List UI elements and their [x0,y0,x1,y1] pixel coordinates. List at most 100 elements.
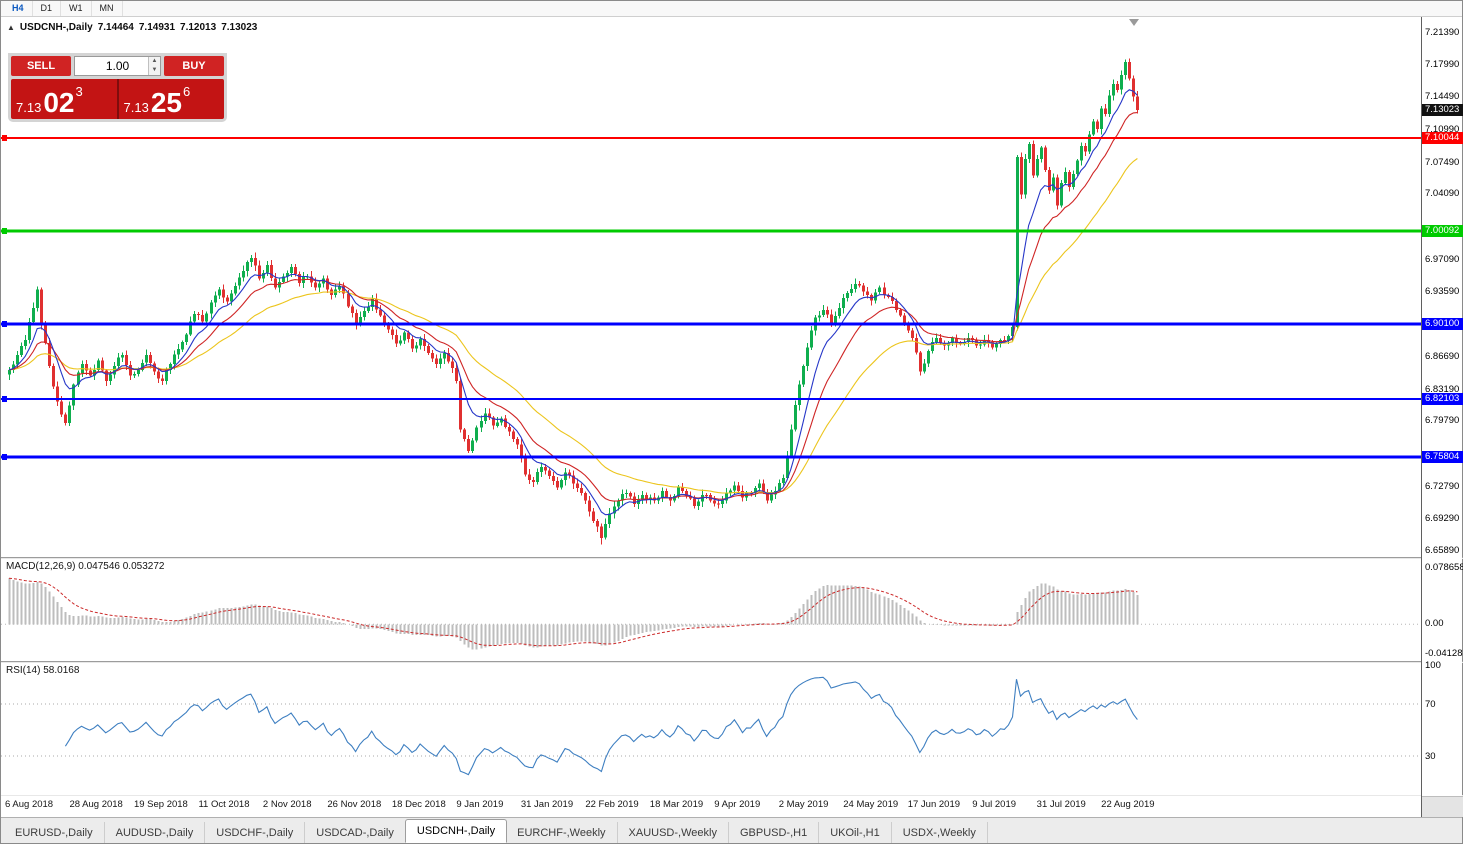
line-anchor-icon[interactable] [2,321,7,327]
timeframe-button-d1[interactable]: D1 [33,1,62,16]
price-axis-tick: 6.83190 [1425,383,1460,395]
chart-tab-gbpusd-h1[interactable]: GBPUSD-,H1 [729,822,820,843]
price-line-label-7.00092: 7.00092 [1422,224,1463,237]
x-axis-date-label: 31 Jan 2019 [520,799,574,810]
x-axis-date-label: 9 Jan 2019 [456,799,504,810]
x-axis-date-label: 31 Jul 2019 [1036,799,1086,810]
price-axis-tick: 7.10990 [1425,124,1460,136]
rsi-canvas[interactable] [1,663,1422,795]
price-axis-tick: 6.86690 [1425,350,1460,362]
chart-tab-usdx-weekly[interactable]: USDX-,Weekly [892,822,988,843]
sell-price-prefix: 7.13 [16,100,42,116]
price-line-label-7.10044: 7.10044 [1422,131,1463,144]
buy-price-pip-digit: 6 [182,84,191,99]
ohlc-close: 7.13023 [221,22,258,33]
volume-value: 1.00 [105,59,130,73]
price-chart-canvas[interactable] [1,17,1422,557]
ohlc-open: 7.14464 [97,22,134,33]
current-price-label: 7.13023 [1422,104,1463,117]
volume-up-icon[interactable]: ▲ [149,57,160,66]
volume-spinner: ▲ ▼ [148,57,160,75]
sell-button[interactable]: SELL [11,56,71,76]
price-line-label-6.75804: 6.75804 [1422,451,1463,464]
x-axis-date-label: 28 Aug 2018 [69,799,123,810]
chart-tab-bar: EURUSD-,Daily AUDUSD-,Daily USDCHF-,Daily U… [1,817,1462,843]
chart-tab-audusd-daily[interactable]: AUDUSD-,Daily [105,822,206,843]
macd-indicator-pane[interactable]: MACD(12,26,9) 0.047546 0.053272 [1,559,1422,661]
rsi-axis-value: 70 [1425,699,1436,710]
scrollbar-corner[interactable] [1422,796,1463,817]
timeframe-button-mn[interactable]: MN [92,1,123,16]
ohlc-low: 7.12013 [180,22,217,33]
volume-down-icon[interactable]: ▼ [149,66,160,75]
sell-price-big-digits: 02 [43,87,75,119]
x-axis-date-label: 22 Feb 2019 [585,799,639,810]
price-axis-tick: 7.04090 [1425,188,1460,200]
time-axis[interactable]: 6 Aug 2018 28 Aug 2018 19 Sep 2018 11 Oct 2… [1,795,1422,817]
x-axis-date-label: 17 Jun 2019 [907,799,961,810]
x-axis-date-label: 22 Aug 2019 [1101,799,1155,810]
one-click-trading-panel: SELL 1.00 ▲ ▼ BUY 7.13 02 3 7.13 [8,53,227,122]
price-chart-pane[interactable]: ▲ USDCNH-,Daily 7.14464 7.14931 7.12013 … [1,17,1422,557]
line-anchor-icon[interactable] [2,396,7,402]
pane-divider[interactable] [1,557,1463,559]
timeframe-button-h4[interactable]: H4 [4,1,33,16]
x-axis-date-label: 9 Apr 2019 [714,799,761,810]
moving-average-ema16[interactable] [8,112,1138,502]
x-axis-date-label: 24 May 2019 [843,799,899,810]
one-click-panel-toggle-icon[interactable]: ▲ [7,23,15,32]
chart-tab-ukoil-h1[interactable]: UKOil-,H1 [819,822,892,843]
x-axis-date-label: 19 Sep 2018 [133,799,188,810]
line-anchor-icon[interactable] [2,454,7,460]
line-anchor-icon[interactable] [2,135,7,141]
x-axis-date-label: 18 Mar 2019 [649,799,704,810]
x-axis-date-label: 26 Nov 2018 [327,799,382,810]
macd-axis-value: 0.00 [1425,618,1444,630]
price-axis-tick: 6.72790 [1425,480,1460,492]
x-axis-date-label: 2 Nov 2018 [262,799,312,810]
rsi-indicator-pane[interactable]: RSI(14) 58.0168 [1,663,1422,795]
buy-price-display[interactable]: 7.13 25 6 [118,79,224,119]
price-axis-tick: 6.97090 [1425,253,1460,265]
ohlc-high: 7.14931 [138,22,176,33]
price-line-label-6.82103: 6.82103 [1422,392,1463,405]
macd-canvas[interactable] [1,559,1422,661]
macd-histogram [8,578,1139,650]
buy-price-prefix: 7.13 [123,100,149,116]
chart-tab-xauusd-weekly[interactable]: XAUUSD-,Weekly [618,822,729,843]
price-axis-tick: 7.14490 [1425,91,1460,103]
price-line-label-6.90100: 6.90100 [1422,318,1463,331]
x-axis-date-label: 6 Aug 2018 [5,799,54,810]
chart-tab-eurchf-weekly[interactable]: EURCHF-,Weekly [506,822,618,843]
price-axis-tick: 6.93590 [1425,286,1460,298]
chart-shift-marker-icon[interactable] [1129,19,1139,26]
volume-input[interactable]: 1.00 ▲ ▼ [74,56,161,76]
pane-divider[interactable] [1,661,1463,663]
buy-button[interactable]: BUY [164,56,224,76]
chart-tab-usdchf-daily[interactable]: USDCHF-,Daily [205,822,306,843]
price-axis-tick: 6.69290 [1425,513,1460,525]
sell-price-display[interactable]: 7.13 02 3 [11,79,119,119]
moving-average-ema8[interactable] [8,89,1138,516]
chart-tab-usdcnh-daily[interactable]: USDCNH-,Daily [404,819,508,843]
chart-tab-eurusd-daily[interactable]: EURUSD-,Daily [4,822,105,843]
macd-axis-value: -0.041287 [1425,648,1463,659]
moving-average-ema34[interactable] [8,158,1138,494]
macd-signal-line [8,577,1138,647]
timeframe-button-w1[interactable]: W1 [61,1,92,16]
sell-price-pip-digit: 3 [75,84,83,99]
price-axis[interactable]: 7.21390 7.17990 7.14490 7.10990 7.07490 7.040… [1421,17,1463,817]
price-axis-tick: 7.17990 [1425,58,1460,70]
price-axis-tick: 7.07490 [1425,156,1460,168]
x-axis-date-label: 11 Oct 2018 [198,799,250,810]
x-axis-date-label: 9 Jul 2019 [972,799,1017,810]
x-axis-date-label: 18 Dec 2018 [391,799,446,810]
price-axis-tick: 6.65890 [1425,545,1460,556]
price-axis-tick: 6.79790 [1425,415,1460,427]
line-anchor-icon[interactable] [2,228,7,234]
price-axis-tick: 7.21390 [1425,27,1460,38]
chart-tab-usdcad-daily[interactable]: USDCAD-,Daily [305,822,406,843]
timeframe-toolbar: H4 D1 W1 MN [1,1,1462,17]
pane-divider [1,795,1463,796]
